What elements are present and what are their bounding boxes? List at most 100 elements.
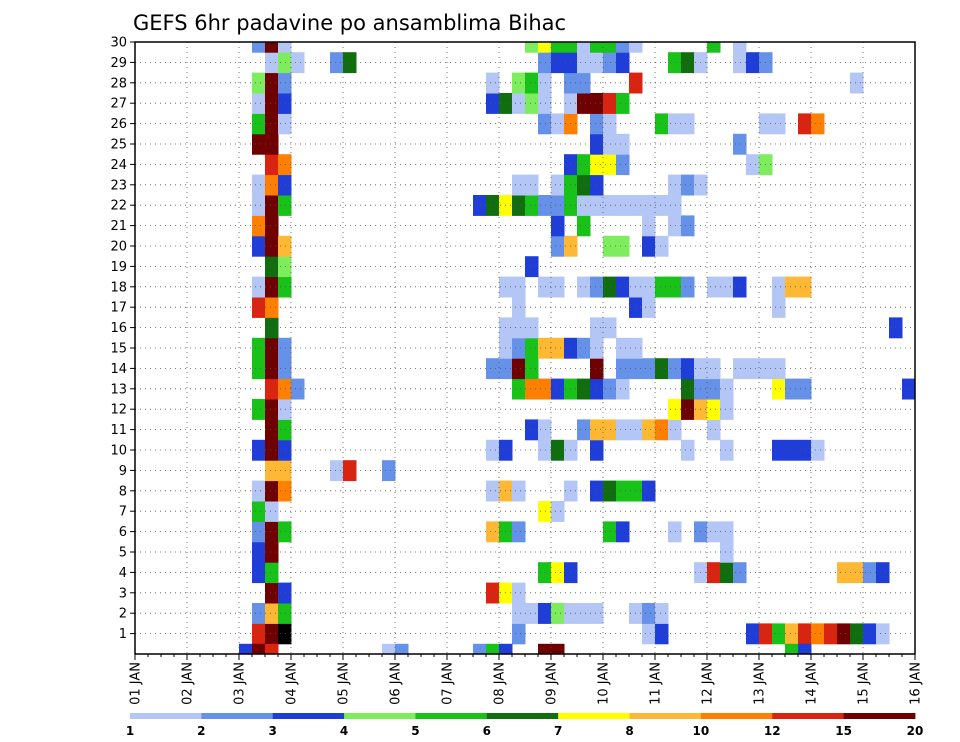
heatmap-cell — [512, 358, 526, 380]
heatmap-cell — [252, 113, 266, 135]
colorbar-swatch — [558, 713, 630, 719]
heatmap-cell — [551, 174, 565, 196]
heatmap-cell — [772, 439, 786, 461]
colorbar-label: 10 — [693, 724, 710, 738]
heatmap-cell — [512, 317, 526, 339]
heatmap-cell — [512, 603, 526, 624]
heatmap-cell — [278, 337, 292, 359]
heatmap-cell — [603, 42, 617, 53]
heatmap-cell — [278, 419, 292, 441]
heatmap-cell — [278, 582, 292, 604]
y-tick-label: 24 — [110, 158, 127, 173]
heatmap-cell — [538, 643, 552, 655]
heatmap-cell — [577, 378, 591, 400]
heatmap-cell — [265, 297, 279, 318]
heatmap-cell — [265, 195, 279, 216]
heatmap-cell — [642, 419, 656, 441]
heatmap-cell — [382, 460, 396, 482]
heatmap-cell — [616, 133, 630, 155]
heatmap-cell — [564, 42, 578, 53]
heatmap-cell — [538, 93, 552, 114]
heatmap-cell — [603, 317, 617, 339]
x-tick-label: 10 JAN — [597, 662, 612, 705]
colorbar-label: 8 — [625, 724, 633, 738]
heatmap-cell — [278, 603, 292, 624]
heatmap-cell — [538, 72, 552, 94]
heatmap-cell — [278, 358, 292, 380]
heatmap-cell — [252, 276, 266, 298]
heatmap-cells — [239, 42, 916, 655]
heatmap-cell — [265, 603, 279, 624]
heatmap-cell — [473, 643, 487, 655]
heatmap-cell — [798, 276, 812, 298]
heatmap-cell — [486, 521, 500, 543]
heatmap-cell — [278, 439, 292, 461]
heatmap-cell — [720, 439, 734, 461]
heatmap-cell — [512, 378, 526, 400]
heatmap-cell — [668, 358, 682, 380]
heatmap-cell — [785, 623, 799, 645]
y-tick-label: 26 — [110, 117, 127, 132]
heatmap-cell — [252, 603, 266, 624]
heatmap-cell — [798, 439, 812, 461]
heatmap-cell — [616, 337, 630, 359]
heatmap-cell — [746, 52, 760, 74]
colorbar-swatch — [272, 713, 345, 719]
heatmap-cell — [668, 521, 682, 543]
x-tick-label: 12 JAN — [701, 662, 716, 705]
heatmap-cell — [837, 562, 851, 584]
heatmap-cell — [668, 52, 682, 74]
heatmap-cell — [512, 480, 526, 502]
heatmap-cell — [525, 419, 539, 441]
y-tick-label: 25 — [110, 138, 127, 153]
heatmap-cell — [486, 582, 500, 604]
heatmap-cell — [551, 378, 565, 400]
heatmap-cell — [265, 399, 279, 420]
heatmap-cell — [512, 623, 526, 645]
heatmap-cell — [551, 337, 565, 359]
heatmap-cell — [603, 154, 617, 176]
heatmap-cell — [655, 419, 669, 441]
x-tick-label: 03 JAN — [233, 662, 248, 705]
heatmap-cell — [278, 276, 292, 298]
heatmap-cell — [733, 52, 747, 74]
heatmap-cell — [252, 480, 266, 502]
heatmap-cell — [837, 623, 851, 645]
heatmap-cell — [616, 42, 630, 53]
heatmap-cell — [681, 358, 695, 380]
heatmap-cell — [616, 419, 630, 441]
x-axis: 01 JAN 02 JAN 03 JAN 04 JAN 05 JAN 06 JAN 07 J… — [129, 654, 924, 705]
heatmap-cell — [707, 378, 721, 400]
colorbar-swatch — [629, 713, 702, 719]
heatmap-cell — [525, 174, 539, 196]
heatmap-cell — [733, 42, 747, 53]
x-tick-label: 06 JAN — [389, 662, 404, 705]
y-tick-label: 15 — [110, 342, 127, 357]
heatmap-cell — [603, 52, 617, 74]
heatmap-cell — [265, 174, 279, 196]
heatmap-cell — [577, 276, 591, 298]
heatmap-cell — [668, 399, 682, 420]
heatmap-cell — [785, 643, 799, 655]
heatmap-cell — [720, 521, 734, 543]
heatmap-cell — [525, 358, 539, 380]
heatmap-cell — [733, 562, 747, 584]
heatmap-cell — [577, 42, 591, 53]
y-tick-label: 18 — [110, 280, 127, 295]
y-tick-label: 21 — [110, 219, 127, 234]
heatmap-cell — [551, 643, 565, 655]
heatmap-cell — [668, 215, 682, 237]
heatmap-cell — [590, 480, 604, 502]
heatmap-cell — [252, 42, 266, 53]
heatmap-cell — [265, 378, 279, 400]
heatmap-cell — [720, 541, 734, 563]
heatmap-cell — [577, 215, 591, 237]
heatmap-cell — [252, 562, 266, 584]
heatmap-cell — [551, 195, 565, 216]
heatmap-cell — [590, 113, 604, 135]
heatmap-cell — [525, 317, 539, 339]
heatmap-cell — [811, 113, 825, 135]
heatmap-cell — [538, 113, 552, 135]
heatmap-cell — [655, 623, 669, 645]
